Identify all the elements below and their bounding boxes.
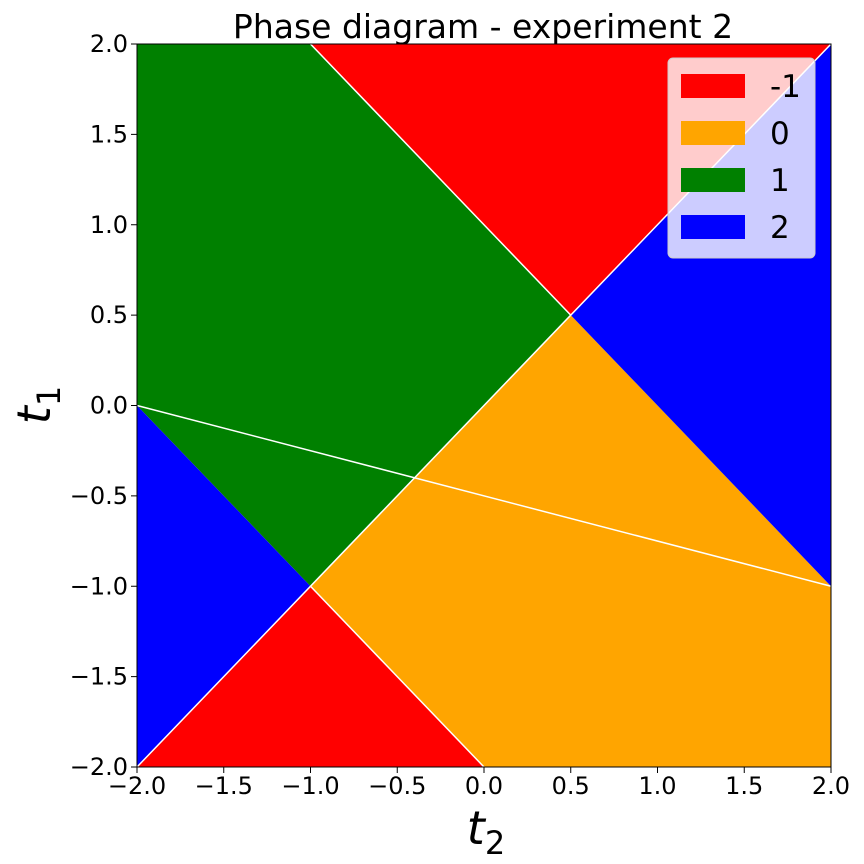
plot-frame [136,43,832,768]
legend-swatch [681,215,745,239]
y-tick-label: 1.0 [90,211,128,239]
legend-swatch [681,74,745,98]
x-tick-label: 0.5 [552,772,590,800]
y-axis-label-base: t [7,404,61,424]
phase-region-blue-left [137,405,311,767]
x-tick-label: −1.0 [281,772,339,800]
x-axis-label: t2 [467,801,505,862]
legend-label: -1 [770,69,801,105]
y-axis-label-subscript: 1 [30,386,68,406]
x-axis-label-subscript: 2 [485,824,505,862]
legend-swatch [681,121,745,145]
legend-label: 2 [770,210,790,246]
x-tick-label: −2.0 [108,772,166,800]
y-tick-label: 0.0 [90,392,128,420]
x-tick-label: −0.5 [368,772,426,800]
y-tick-label: −2.0 [70,753,128,781]
x-tick-label: 2.0 [812,772,850,800]
phase-boundary-line [309,585,485,768]
phase-boundary-line [136,404,832,587]
phase-boundary-line [309,43,572,316]
y-tick-label: 0.5 [90,301,128,329]
x-tick-label: 1.5 [725,772,763,800]
legend: -1 0 1 2 [667,57,816,259]
y-tick-label: −1.0 [70,572,128,600]
x-tick-label: 1.0 [638,772,676,800]
y-tick-label: 2.0 [90,30,128,58]
legend-label: 0 [770,116,790,152]
legend-label: 1 [770,163,790,199]
legend-swatch [681,168,745,192]
legend-box [667,57,816,259]
x-axis-ticks: −2.0 −1.5 −1.0 −0.5 0.0 0.5 1.0 1.5 2.0 [108,767,850,800]
y-tick-label: −0.5 [70,482,128,510]
phase-region-red-bottom [137,586,484,767]
x-tick-label: −1.5 [195,772,253,800]
phase-region-green [137,44,571,587]
y-tick-label: −1.5 [70,663,128,691]
x-axis-label-base: t [467,801,487,855]
y-axis-ticks: −2.0 −1.5 −1.0 −0.5 0.0 0.5 1.0 1.5 2.0 [70,30,137,781]
phase-region-orange [310,315,831,767]
x-tick-label: 0.0 [465,772,503,800]
y-tick-label: 1.5 [90,120,128,148]
y-axis-label: t1 [7,386,68,424]
chart-title: Phase diagram - experiment 2 [233,7,733,46]
